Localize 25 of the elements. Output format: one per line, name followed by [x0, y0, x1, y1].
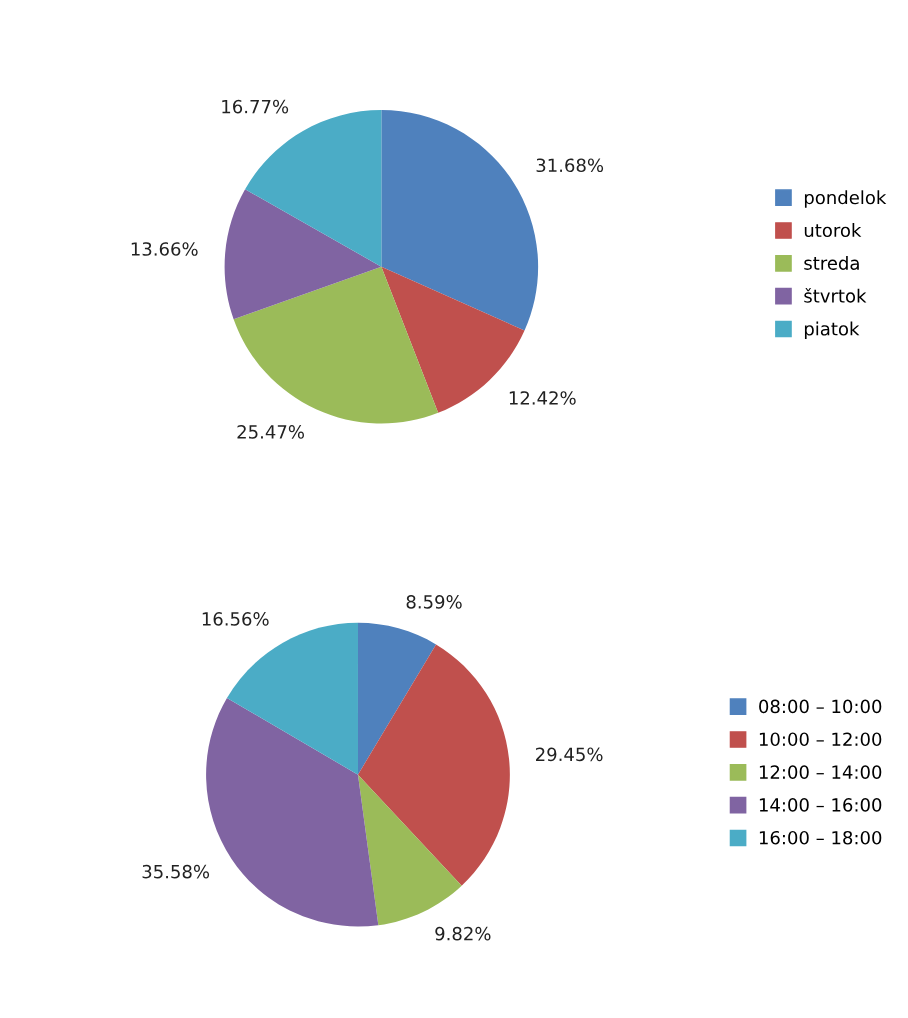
legend-label: 12:00 – 14:00 [759, 765, 882, 779]
pie-slice [233, 266, 439, 424]
data-label: 13.66% [131, 242, 198, 256]
data-label: 29.45% [536, 747, 603, 762]
pie-slice [357, 644, 510, 886]
legend-label: piatok [804, 321, 860, 340]
data-label: 16.77% [222, 99, 289, 114]
legend-label: utorok [804, 223, 862, 238]
pie-slice [357, 774, 462, 926]
pie-slice [357, 622, 437, 775]
data-label: 25.47% [237, 425, 304, 439]
data-label: 9.82% [435, 926, 491, 941]
data-label: 31.68% [536, 158, 604, 173]
legend-label: 14:00 – 16:00 [759, 798, 882, 812]
legend-label: 08:00 – 10:00 [759, 699, 882, 714]
data-label: 35.58% [142, 864, 210, 879]
legend-label: štvrtok [804, 288, 867, 303]
legend-label: 16:00 – 18:00 [759, 830, 882, 845]
data-label: 16.56% [202, 612, 269, 626]
legend-label: 10:00 – 12:00 [759, 732, 882, 747]
data-label: 12.42% [509, 391, 576, 405]
legend-label: pondelok [804, 190, 887, 208]
data-label: 8.59% [406, 595, 462, 609]
legend-label: streda [804, 255, 859, 270]
pie-slice [224, 189, 382, 320]
